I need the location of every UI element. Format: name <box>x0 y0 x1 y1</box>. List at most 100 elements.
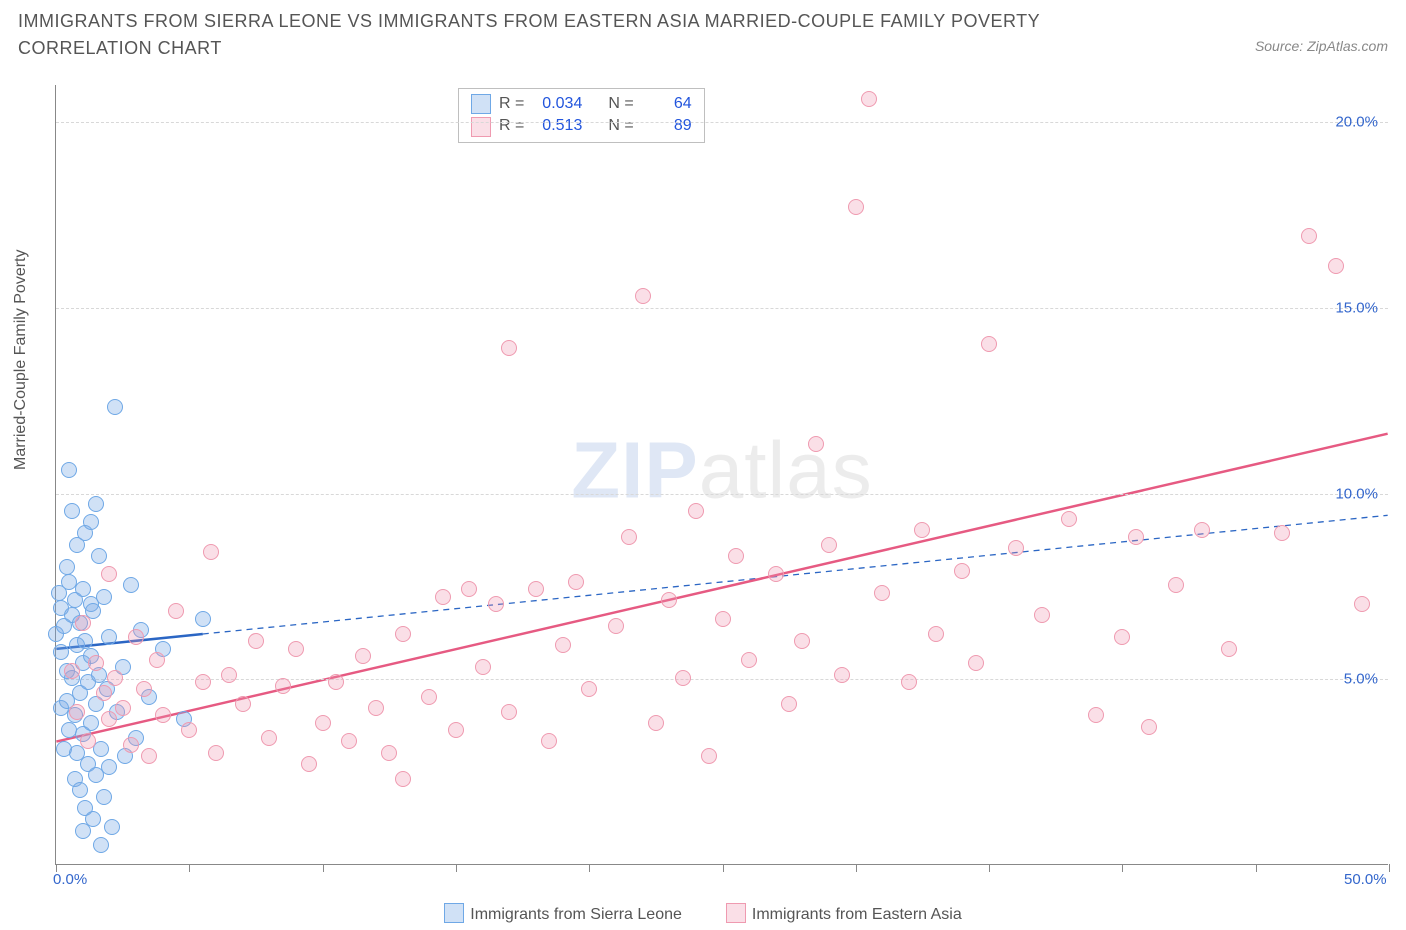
point-series-2 <box>488 596 504 612</box>
point-series-2 <box>88 655 104 671</box>
point-series-2 <box>1354 596 1370 612</box>
bottom-legend: Immigrants from Sierra LeoneImmigrants f… <box>0 903 1406 924</box>
point-series-1 <box>83 715 99 731</box>
point-series-2 <box>168 603 184 619</box>
point-series-2 <box>1168 577 1184 593</box>
x-tick <box>1256 864 1257 872</box>
x-tick <box>989 864 990 872</box>
x-tick-label: 0.0% <box>53 871 87 888</box>
x-tick <box>189 864 190 872</box>
x-tick <box>456 864 457 872</box>
point-series-2 <box>203 544 219 560</box>
point-series-2 <box>395 626 411 642</box>
point-series-2 <box>221 667 237 683</box>
point-series-2 <box>501 704 517 720</box>
point-series-2 <box>555 637 571 653</box>
point-series-2 <box>928 626 944 642</box>
x-tick <box>589 864 590 872</box>
point-series-2 <box>141 748 157 764</box>
point-series-2 <box>528 581 544 597</box>
y-tick-label: 15.0% <box>1335 299 1378 316</box>
point-series-2 <box>848 199 864 215</box>
point-series-2 <box>69 704 85 720</box>
point-series-2 <box>861 91 877 107</box>
point-series-2 <box>128 629 144 645</box>
point-series-2 <box>914 522 930 538</box>
point-series-2 <box>448 722 464 738</box>
point-series-2 <box>568 574 584 590</box>
point-series-2 <box>461 581 477 597</box>
point-series-1 <box>104 819 120 835</box>
gridline <box>56 679 1388 680</box>
point-series-2 <box>136 681 152 697</box>
point-series-2 <box>701 748 717 764</box>
point-series-2 <box>475 659 491 675</box>
point-series-2 <box>808 436 824 452</box>
point-series-2 <box>1274 525 1290 541</box>
point-series-2 <box>435 589 451 605</box>
point-series-2 <box>101 711 117 727</box>
point-series-2 <box>1008 540 1024 556</box>
point-series-1 <box>93 837 109 853</box>
y-axis-label: Married-Couple Family Poverty <box>12 249 30 470</box>
point-series-2 <box>107 670 123 686</box>
point-series-2 <box>874 585 890 601</box>
point-series-2 <box>741 652 757 668</box>
point-series-2 <box>608 618 624 634</box>
y-tick-label: 10.0% <box>1335 485 1378 502</box>
point-series-2 <box>661 592 677 608</box>
point-series-2 <box>123 737 139 753</box>
point-series-1 <box>59 559 75 575</box>
point-series-2 <box>181 722 197 738</box>
point-series-2 <box>421 689 437 705</box>
point-series-2 <box>64 663 80 679</box>
point-series-2 <box>75 615 91 631</box>
point-series-2 <box>768 566 784 582</box>
point-series-1 <box>53 644 69 660</box>
point-series-2 <box>728 548 744 564</box>
point-series-1 <box>85 811 101 827</box>
point-series-2 <box>901 674 917 690</box>
point-series-2 <box>1034 607 1050 623</box>
legend-label: Immigrants from Sierra Leone <box>470 906 682 923</box>
point-series-2 <box>355 648 371 664</box>
point-series-2 <box>621 529 637 545</box>
point-series-2 <box>1128 529 1144 545</box>
point-series-2 <box>288 641 304 657</box>
point-series-2 <box>648 715 664 731</box>
stat-r-value: 0.034 <box>532 93 582 115</box>
point-series-2 <box>968 655 984 671</box>
point-series-2 <box>981 336 997 352</box>
point-series-2 <box>101 566 117 582</box>
stats-row: R =0.513N =89 <box>471 115 692 137</box>
point-series-2 <box>1114 629 1130 645</box>
stat-n-value: 89 <box>642 115 692 137</box>
series-swatch <box>471 94 491 114</box>
stat-r-value: 0.513 <box>532 115 582 137</box>
point-series-2 <box>275 678 291 694</box>
gridline <box>56 494 1388 495</box>
point-series-1 <box>91 548 107 564</box>
legend-item: Immigrants from Sierra Leone <box>444 906 682 923</box>
point-series-2 <box>501 340 517 356</box>
correlation-stats-box: R =0.034N =64R =0.513N =89 <box>458 88 705 143</box>
point-series-2 <box>635 288 651 304</box>
stat-n-value: 64 <box>642 93 692 115</box>
point-series-1 <box>101 759 117 775</box>
point-series-2 <box>341 733 357 749</box>
point-series-2 <box>301 756 317 772</box>
point-series-2 <box>541 733 557 749</box>
point-series-2 <box>834 667 850 683</box>
point-series-1 <box>107 399 123 415</box>
point-series-2 <box>821 537 837 553</box>
point-series-2 <box>235 696 251 712</box>
gridline <box>56 308 1388 309</box>
point-series-1 <box>96 589 112 605</box>
point-series-1 <box>83 514 99 530</box>
x-tick <box>723 864 724 872</box>
point-series-2 <box>1061 511 1077 527</box>
legend-swatch <box>726 903 746 923</box>
point-series-2 <box>155 707 171 723</box>
stats-row: R =0.034N =64 <box>471 93 692 115</box>
point-series-2 <box>1194 522 1210 538</box>
